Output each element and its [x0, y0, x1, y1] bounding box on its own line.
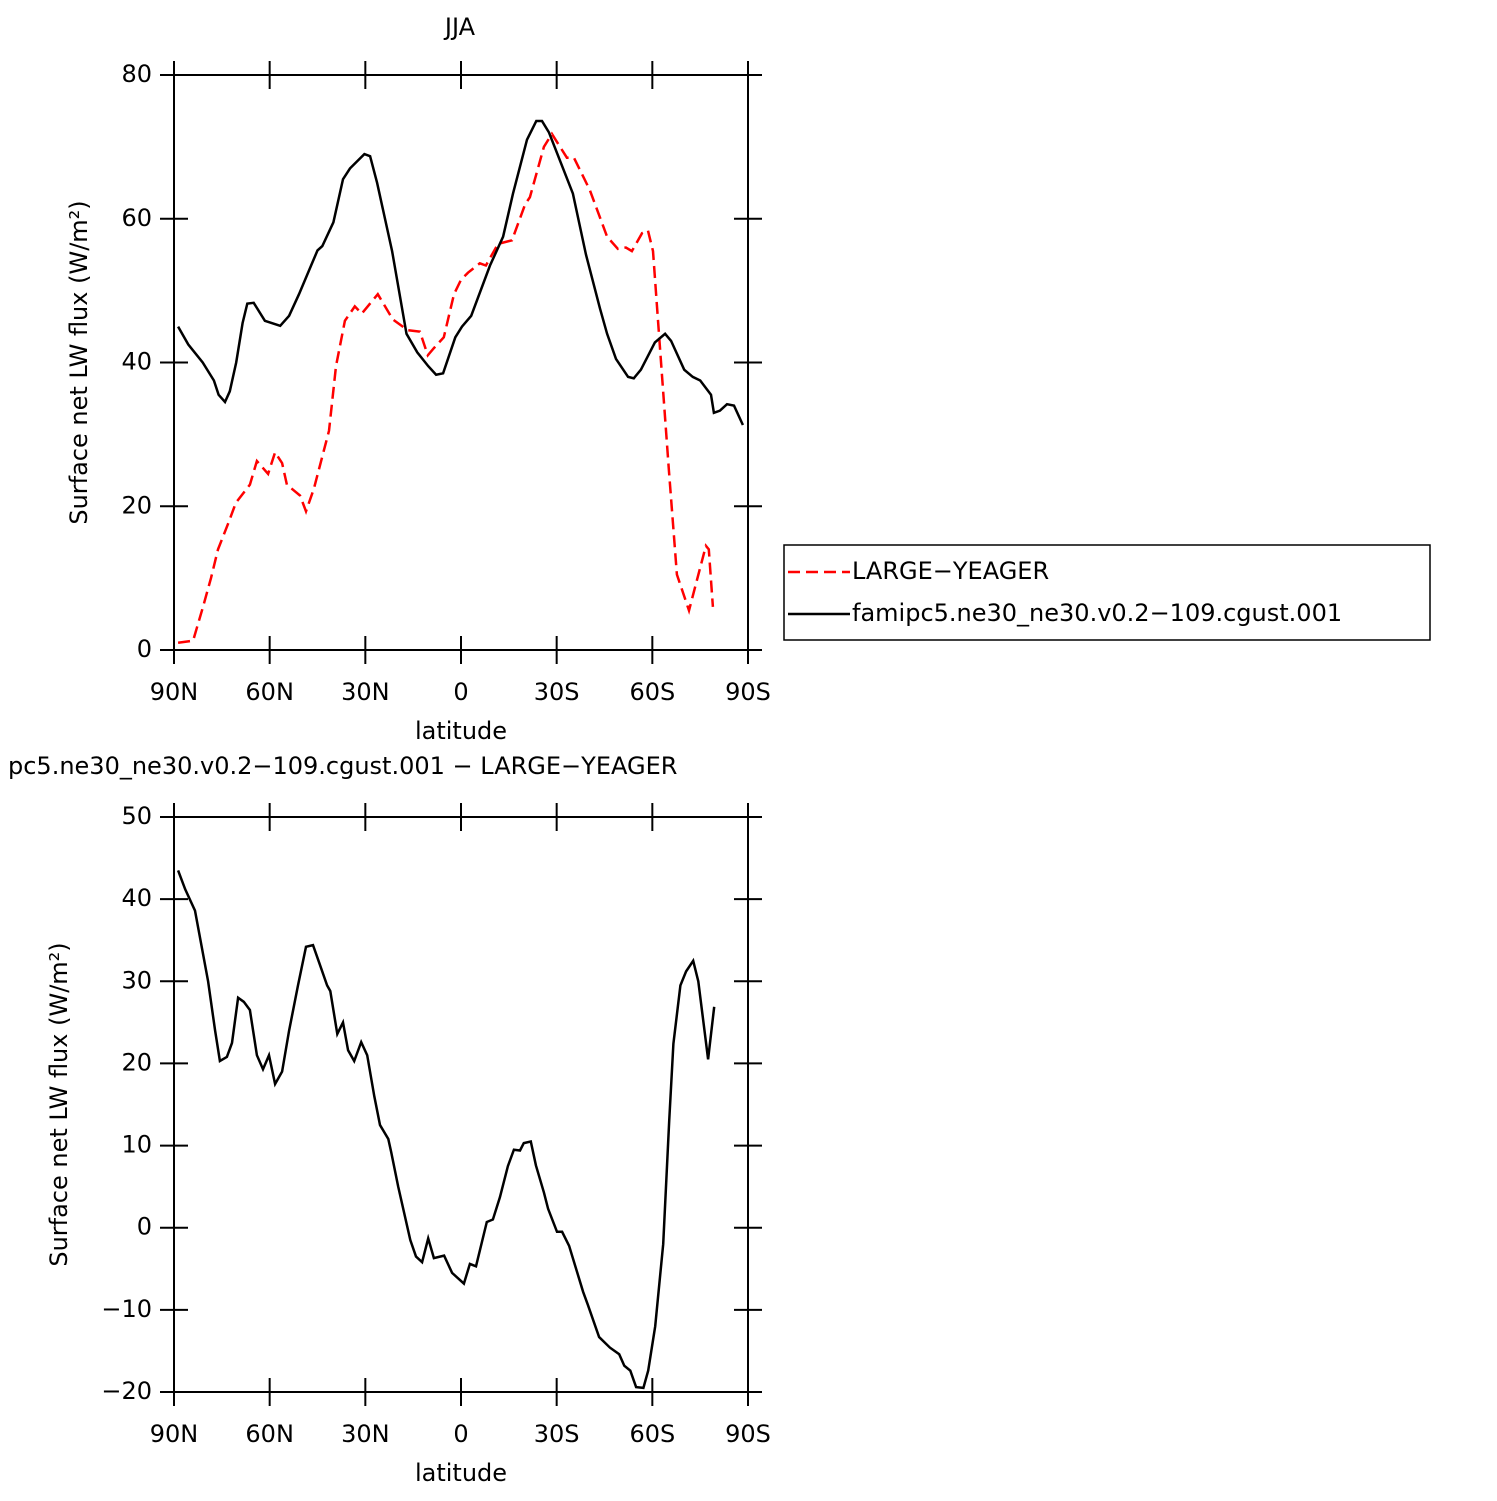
y-tick-label: 0 [137, 1213, 152, 1241]
y-tick-label: −20 [101, 1377, 152, 1405]
data-line [177, 131, 715, 645]
y-tick-label: 80 [121, 60, 152, 88]
y-axis-label: Surface net LW flux (W/m²) [65, 200, 93, 524]
x-tick-label: 0 [453, 678, 468, 706]
x-axis-label: latitude [415, 717, 507, 745]
x-tick-label: 90N [150, 678, 199, 706]
legend-label: LARGE−YEAGER [852, 557, 1049, 585]
y-tick-label: 40 [121, 884, 152, 912]
x-tick-label: 60N [245, 1420, 294, 1448]
x-tick-label: 0 [453, 1420, 468, 1448]
x-tick-label: 30N [341, 1420, 390, 1448]
plot-frame [173, 816, 749, 1393]
y-tick-label: −10 [101, 1295, 152, 1323]
y-tick-label: 0 [137, 635, 152, 663]
x-tick-label: 60S [629, 678, 675, 706]
legend-label: famipc5.ne30_ne30.v0.2−109.cgust.001 [852, 599, 1342, 627]
x-tick-label: 30S [534, 1420, 580, 1448]
y-tick-label: 50 [121, 802, 152, 830]
x-axis-label: latitude [415, 1459, 507, 1487]
data-line [176, 869, 716, 1390]
chart-title: pc5.ne30_ne30.v0.2−109.cgust.001 − LARGE… [8, 752, 677, 780]
y-tick-label: 20 [121, 1048, 152, 1076]
legend-box [783, 544, 1431, 641]
y-tick-label: 10 [121, 1131, 152, 1159]
y-tick-label: 60 [121, 204, 152, 232]
chart-title: JJA [443, 13, 476, 41]
x-tick-label: 60N [245, 678, 294, 706]
x-tick-label: 90S [725, 678, 771, 706]
y-tick-label: 30 [121, 966, 152, 994]
x-tick-label: 30S [534, 678, 580, 706]
y-tick-label: 20 [121, 491, 152, 519]
x-tick-label: 30N [341, 678, 390, 706]
x-tick-label: 60S [629, 1420, 675, 1448]
y-tick-label: 40 [121, 348, 152, 376]
x-tick-label: 90N [150, 1420, 199, 1448]
y-axis-label: Surface net LW flux (W/m²) [45, 942, 73, 1266]
data-line [177, 119, 745, 426]
x-tick-label: 90S [725, 1420, 771, 1448]
